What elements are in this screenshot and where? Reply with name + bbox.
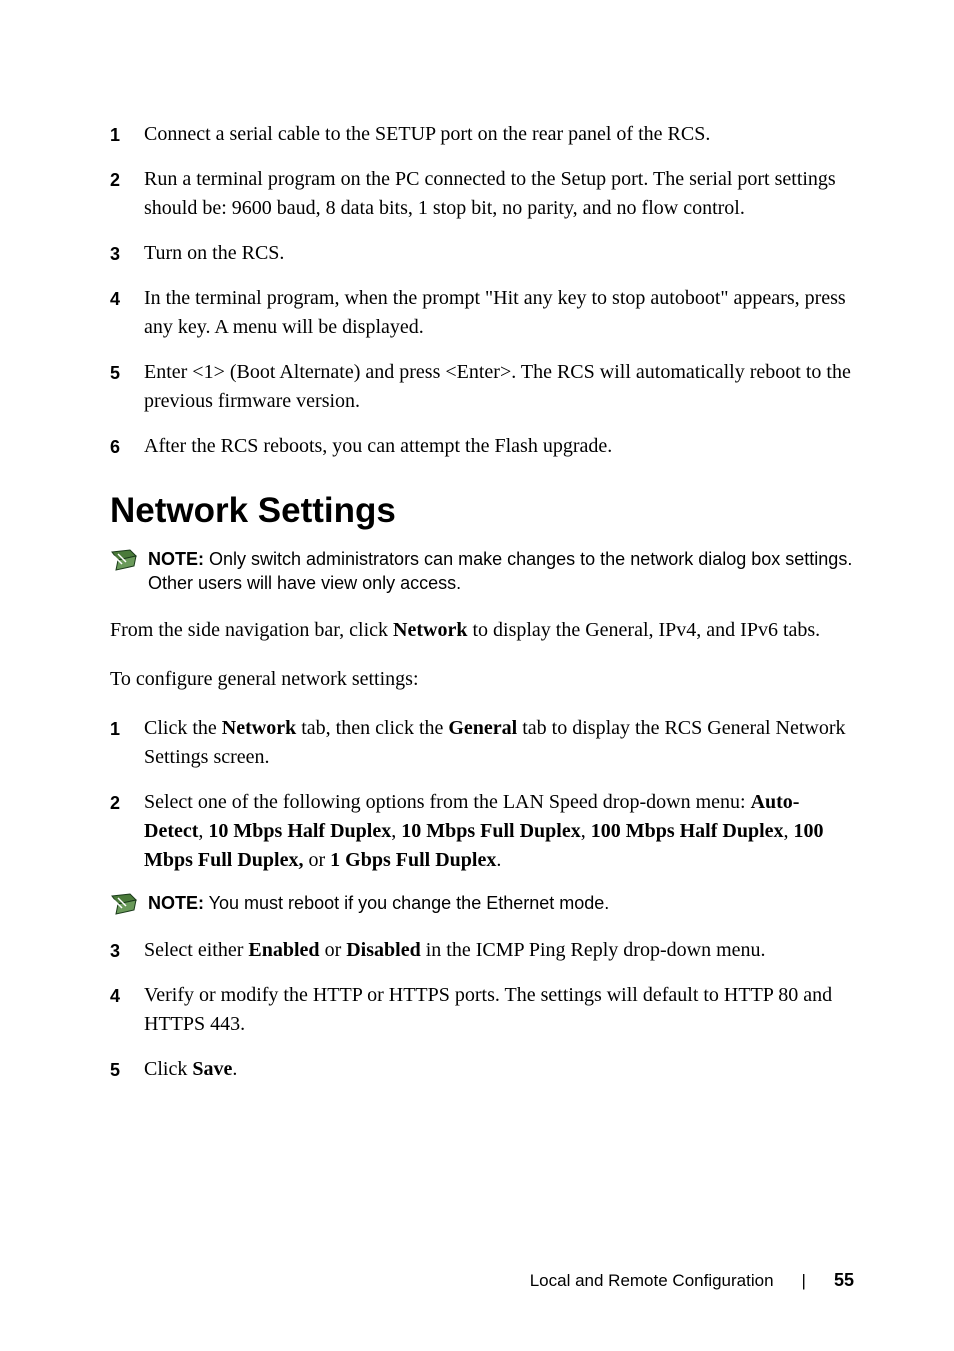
note-text: NOTE: Only switch administrators can mak… [148,547,854,596]
text-fragment: Select one of the following options from… [144,791,751,813]
step-text: Verify or modify the HTTP or HTTPS ports… [144,981,854,1039]
list-item: 2 Run a terminal program on the PC conne… [110,165,854,223]
text-fragment: or [303,849,330,871]
paragraph-configure-intro: To configure general network settings: [110,665,854,694]
chapter-title: Local and Remote Configuration [530,1271,774,1291]
note-body: You must reboot if you change the Ethern… [204,893,609,913]
text-fragment: tab, then click the [296,717,448,739]
text-fragment: . [496,849,501,871]
step-text: Run a terminal program on the PC connect… [144,165,854,223]
section-title: Network Settings [110,491,854,531]
recovery-steps-list: 1 Connect a serial cable to the SETUP po… [110,120,854,461]
list-item: 6 After the RCS reboots, you can attempt… [110,432,854,461]
bold-text: Network [222,717,296,739]
text-fragment: or [320,939,347,961]
bold-text: 100 Mbps Half Duplex [591,820,784,842]
note-label: NOTE: [148,893,204,913]
text-fragment: , [198,820,208,842]
footer-divider: | [802,1271,806,1291]
note-text: NOTE: You must reboot if you change the … [148,891,854,915]
list-item: 4 Verify or modify the HTTP or HTTPS por… [110,981,854,1039]
step-number: 5 [110,1055,144,1084]
text-fragment: . [232,1058,237,1080]
page-footer: Local and Remote Configuration | 55 [530,1270,854,1291]
note-label: NOTE: [148,549,204,569]
bold-text: General [448,717,517,739]
step-number: 2 [110,165,144,223]
list-item: 2 Select one of the following options fr… [110,788,854,875]
configure-steps-list: 1 Click the Network tab, then click the … [110,714,854,875]
text-fragment: Click [144,1058,192,1080]
step-text: Click the Network tab, then click the Ge… [144,714,854,772]
list-item: 3 Select either Enabled or Disabled in t… [110,936,854,965]
note-body: Only switch administrators can make chan… [148,549,852,593]
text-fragment: in the ICMP Ping Reply drop-down menu. [421,939,766,961]
list-item: 5 Enter <1> (Boot Alternate) and press <… [110,358,854,416]
text-fragment: , [581,820,591,842]
list-item: 4 In the terminal program, when the prom… [110,284,854,342]
step-text: In the terminal program, when the prompt… [144,284,854,342]
step-number: 4 [110,284,144,342]
bold-text: Enabled [248,939,319,961]
step-number: 1 [110,120,144,149]
text-fragment: , [391,820,401,842]
text-fragment: to display the General, IPv4, and IPv6 t… [467,619,820,641]
note-reboot-required: NOTE: You must reboot if you change the … [110,891,854,916]
text-fragment: From the side navigation bar, click [110,619,393,641]
step-text: Enter <1> (Boot Alternate) and press <En… [144,358,854,416]
step-text: Select either Enabled or Disabled in the… [144,936,854,965]
bold-text: 10 Mbps Half Duplex [208,820,391,842]
note-icon [110,892,138,916]
bold-text: Network [393,619,467,641]
step-text: Select one of the following options from… [144,788,854,875]
step-number: 1 [110,714,144,772]
bold-text: 1 Gbps Full Duplex [330,849,496,871]
note-admin-only: NOTE: Only switch administrators can mak… [110,547,854,596]
configure-steps-list-continued: 3 Select either Enabled or Disabled in t… [110,936,854,1084]
list-item: 5 Click Save. [110,1055,854,1084]
text-fragment: Select either [144,939,248,961]
step-number: 6 [110,432,144,461]
paragraph-network-intro: From the side navigation bar, click Netw… [110,616,854,645]
step-text: Click Save. [144,1055,854,1084]
step-text: Turn on the RCS. [144,239,854,268]
step-number: 5 [110,358,144,416]
bold-text: 10 Mbps Full Duplex [401,820,580,842]
step-number: 3 [110,239,144,268]
step-number: 3 [110,936,144,965]
text-fragment: , [784,820,794,842]
list-item: 1 Connect a serial cable to the SETUP po… [110,120,854,149]
page-number: 55 [834,1270,854,1291]
list-item: 3 Turn on the RCS. [110,239,854,268]
list-item: 1 Click the Network tab, then click the … [110,714,854,772]
bold-text: Disabled [346,939,420,961]
step-text: Connect a serial cable to the SETUP port… [144,120,854,149]
note-icon [110,548,138,572]
step-number: 4 [110,981,144,1039]
step-number: 2 [110,788,144,875]
step-text: After the RCS reboots, you can attempt t… [144,432,854,461]
text-fragment: Click the [144,717,222,739]
bold-text: Save [192,1058,232,1080]
